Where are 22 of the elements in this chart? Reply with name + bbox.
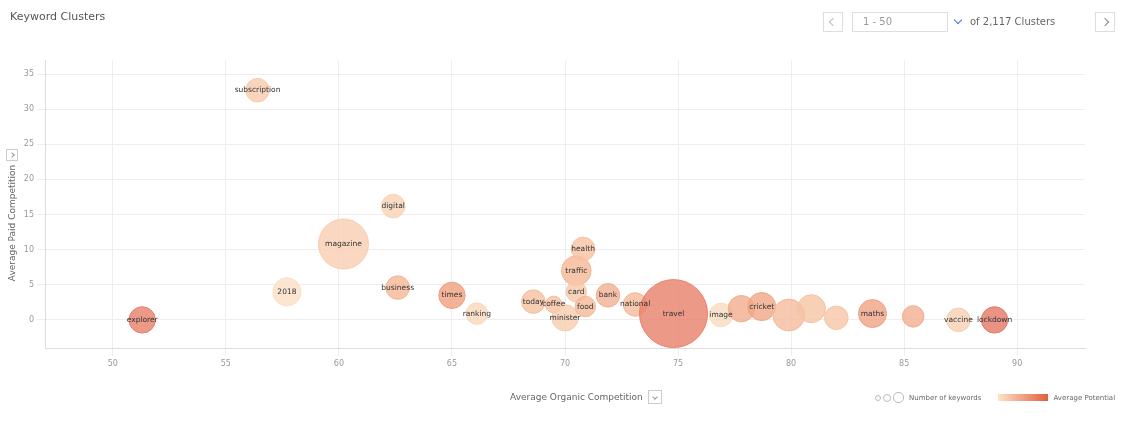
y-tick-label: 30 [23,104,34,114]
x-tick-label: 80 [785,358,797,368]
y-tick-label: 5 [28,279,34,289]
y-tick-label: 35 [23,69,34,79]
y-tick-label: 10 [23,244,34,254]
x-tick-label: 60 [333,358,345,368]
text: 1 - 50 [852,12,948,32]
x-tick-label: 55 [220,358,231,368]
y-tick-label: 20 [23,174,34,184]
chart-title: Keyword Clusters [10,10,106,23]
y-tick-label: 0 [28,314,34,324]
x-tick-label: 70 [559,358,571,368]
x-tick-label: 90 [1012,358,1023,368]
y-axis-title: Average Paid Competition [7,164,17,282]
x-tick-label: 85 [899,358,910,368]
y-tick-label: 25 [23,139,34,149]
x-tick-label: 75 [672,358,684,368]
y-tick-label: 15 [23,209,34,219]
x-tick-label: 50 [107,358,118,368]
x-tick-label: 65 [446,358,458,368]
text: of 2,117 Clusters [970,16,1056,27]
x-axis-title: Average Organic Competition [510,392,643,402]
